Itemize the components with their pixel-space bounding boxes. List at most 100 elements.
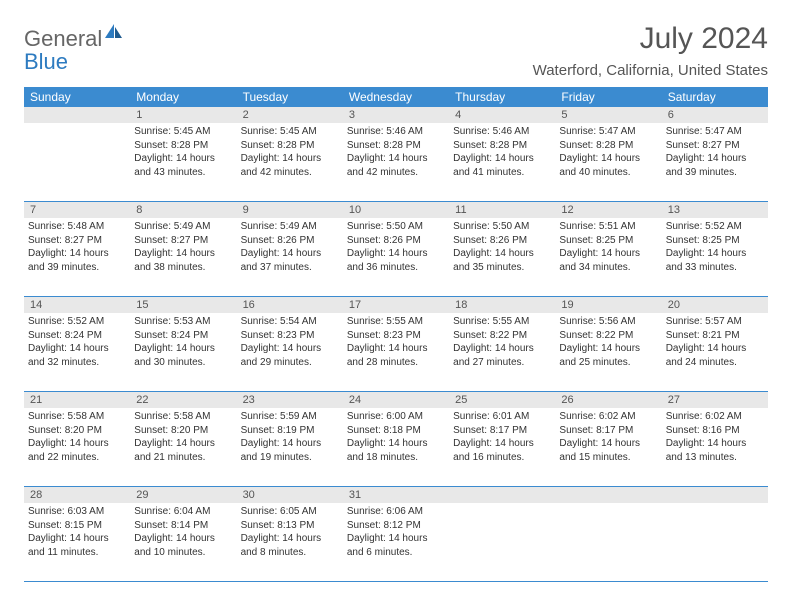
day-cell: Sunrise: 5:48 AMSunset: 8:27 PMDaylight:… (24, 218, 130, 296)
sunset: Sunset: 8:12 PM (347, 519, 445, 533)
day-cell: Sunrise: 6:06 AMSunset: 8:12 PMDaylight:… (343, 503, 449, 581)
day-number (449, 487, 555, 503)
day-number: 7 (24, 202, 130, 218)
logo-word-blue: Blue (24, 49, 68, 74)
day-cell: Sunrise: 6:03 AMSunset: 8:15 PMDaylight:… (24, 503, 130, 581)
day-cell (24, 123, 130, 201)
sunset: Sunset: 8:15 PM (28, 519, 126, 533)
sail-icon (105, 24, 123, 38)
dow-friday: Friday (555, 87, 661, 107)
week-row: Sunrise: 6:03 AMSunset: 8:15 PMDaylight:… (24, 503, 768, 582)
daylight: Daylight: 14 hours and 28 minutes. (347, 342, 445, 369)
daylight: Daylight: 14 hours and 43 minutes. (134, 152, 232, 179)
week-row: Sunrise: 5:58 AMSunset: 8:20 PMDaylight:… (24, 408, 768, 487)
day-body: Sunrise: 6:02 AMSunset: 8:17 PMDaylight:… (559, 408, 657, 464)
sunset: Sunset: 8:28 PM (241, 139, 339, 153)
day-body: Sunrise: 5:50 AMSunset: 8:26 PMDaylight:… (453, 218, 551, 274)
day-cell: Sunrise: 5:46 AMSunset: 8:28 PMDaylight:… (449, 123, 555, 201)
day-body: Sunrise: 6:02 AMSunset: 8:16 PMDaylight:… (666, 408, 764, 464)
location: Waterford, California, United States (533, 62, 768, 79)
daylight: Daylight: 14 hours and 16 minutes. (453, 437, 551, 464)
daylight: Daylight: 14 hours and 32 minutes. (28, 342, 126, 369)
sunset: Sunset: 8:28 PM (559, 139, 657, 153)
dow-thursday: Thursday (449, 87, 555, 107)
sunset: Sunset: 8:27 PM (134, 234, 232, 248)
sunrise: Sunrise: 5:57 AM (666, 315, 764, 329)
dow-sunday: Sunday (24, 87, 130, 107)
sunset: Sunset: 8:27 PM (666, 139, 764, 153)
sunrise: Sunrise: 5:50 AM (453, 220, 551, 234)
sunset: Sunset: 8:25 PM (559, 234, 657, 248)
sunset: Sunset: 8:24 PM (134, 329, 232, 343)
day-number: 10 (343, 202, 449, 218)
dow-row: Sunday Monday Tuesday Wednesday Thursday… (24, 87, 768, 107)
day-body: Sunrise: 5:48 AMSunset: 8:27 PMDaylight:… (28, 218, 126, 274)
day-body: Sunrise: 5:51 AMSunset: 8:25 PMDaylight:… (559, 218, 657, 274)
day-number: 18 (449, 297, 555, 313)
daylight: Daylight: 14 hours and 42 minutes. (241, 152, 339, 179)
day-number: 1 (130, 107, 236, 123)
sunset: Sunset: 8:14 PM (134, 519, 232, 533)
day-cell: Sunrise: 5:54 AMSunset: 8:23 PMDaylight:… (237, 313, 343, 391)
logo-word-general: General (24, 26, 102, 51)
day-body: Sunrise: 5:58 AMSunset: 8:20 PMDaylight:… (134, 408, 232, 464)
daylight: Daylight: 14 hours and 6 minutes. (347, 532, 445, 559)
day-body: Sunrise: 5:46 AMSunset: 8:28 PMDaylight:… (347, 123, 445, 179)
sunrise: Sunrise: 5:59 AM (241, 410, 339, 424)
day-cell: Sunrise: 5:51 AMSunset: 8:25 PMDaylight:… (555, 218, 661, 296)
sunset: Sunset: 8:23 PM (347, 329, 445, 343)
daylight: Daylight: 14 hours and 10 minutes. (134, 532, 232, 559)
day-number: 22 (130, 392, 236, 408)
day-cell: Sunrise: 5:49 AMSunset: 8:27 PMDaylight:… (130, 218, 236, 296)
daylight: Daylight: 14 hours and 29 minutes. (241, 342, 339, 369)
day-cell: Sunrise: 6:01 AMSunset: 8:17 PMDaylight:… (449, 408, 555, 486)
sunset: Sunset: 8:17 PM (559, 424, 657, 438)
sunrise: Sunrise: 5:53 AM (134, 315, 232, 329)
day-body: Sunrise: 6:06 AMSunset: 8:12 PMDaylight:… (347, 503, 445, 559)
daylight: Daylight: 14 hours and 11 minutes. (28, 532, 126, 559)
sunrise: Sunrise: 5:46 AM (453, 125, 551, 139)
day-body: Sunrise: 5:47 AMSunset: 8:28 PMDaylight:… (559, 123, 657, 179)
day-number: 5 (555, 107, 661, 123)
sunrise: Sunrise: 6:05 AM (241, 505, 339, 519)
day-body: Sunrise: 5:45 AMSunset: 8:28 PMDaylight:… (134, 123, 232, 179)
sunrise: Sunrise: 5:55 AM (347, 315, 445, 329)
day-body: Sunrise: 5:58 AMSunset: 8:20 PMDaylight:… (28, 408, 126, 464)
calendar-page: General Blue July 2024 Waterford, Califo… (0, 0, 792, 592)
dow-wednesday: Wednesday (343, 87, 449, 107)
sunrise: Sunrise: 5:52 AM (666, 220, 764, 234)
day-cell: Sunrise: 5:45 AMSunset: 8:28 PMDaylight:… (130, 123, 236, 201)
day-number: 8 (130, 202, 236, 218)
day-number: 19 (555, 297, 661, 313)
day-number: 15 (130, 297, 236, 313)
day-body: Sunrise: 5:52 AMSunset: 8:24 PMDaylight:… (28, 313, 126, 369)
sunrise: Sunrise: 5:45 AM (134, 125, 232, 139)
daylight: Daylight: 14 hours and 15 minutes. (559, 437, 657, 464)
day-number: 28 (24, 487, 130, 503)
day-body: Sunrise: 5:50 AMSunset: 8:26 PMDaylight:… (347, 218, 445, 274)
day-number (662, 487, 768, 503)
sunrise: Sunrise: 5:51 AM (559, 220, 657, 234)
day-number (24, 107, 130, 123)
month-title: July 2024 (533, 22, 768, 56)
sunset: Sunset: 8:28 PM (134, 139, 232, 153)
sunrise: Sunrise: 5:54 AM (241, 315, 339, 329)
sunset: Sunset: 8:19 PM (241, 424, 339, 438)
day-number: 26 (555, 392, 661, 408)
day-cell: Sunrise: 5:47 AMSunset: 8:28 PMDaylight:… (555, 123, 661, 201)
sunset: Sunset: 8:26 PM (241, 234, 339, 248)
sunrise: Sunrise: 5:49 AM (241, 220, 339, 234)
day-cell: Sunrise: 5:50 AMSunset: 8:26 PMDaylight:… (343, 218, 449, 296)
sunrise: Sunrise: 5:48 AM (28, 220, 126, 234)
day-number: 12 (555, 202, 661, 218)
daylight: Daylight: 14 hours and 24 minutes. (666, 342, 764, 369)
day-number: 2 (237, 107, 343, 123)
daylight: Daylight: 14 hours and 13 minutes. (666, 437, 764, 464)
daynum-row: 28293031 (24, 487, 768, 503)
day-cell: Sunrise: 5:52 AMSunset: 8:24 PMDaylight:… (24, 313, 130, 391)
daylight: Daylight: 14 hours and 36 minutes. (347, 247, 445, 274)
dow-saturday: Saturday (662, 87, 768, 107)
day-cell: Sunrise: 6:02 AMSunset: 8:17 PMDaylight:… (555, 408, 661, 486)
sunrise: Sunrise: 5:56 AM (559, 315, 657, 329)
sunrise: Sunrise: 5:58 AM (28, 410, 126, 424)
